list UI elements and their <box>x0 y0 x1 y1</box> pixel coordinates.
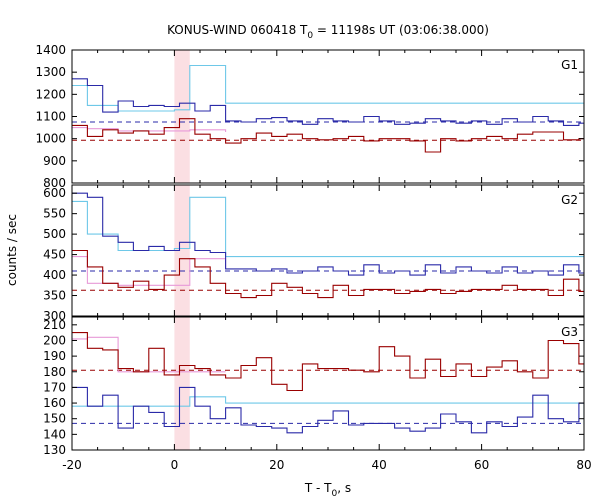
y-tick-label: 1300 <box>35 65 66 79</box>
y-tick-label: 180 <box>43 365 66 379</box>
x-axis-label: T - T0, s <box>304 481 351 499</box>
series-red-lightcurve <box>72 249 584 299</box>
y-tick-label: 300 <box>43 309 66 323</box>
series-red-lightcurve <box>72 332 584 392</box>
y-tick-label: 130 <box>43 443 66 457</box>
trigger-highlight-band <box>174 317 190 450</box>
y-tick-label: 1100 <box>35 110 66 124</box>
panel-g1: 800 900 1000 1100 1200 1300 1400 G1 <box>35 43 585 190</box>
y-tick-label: 140 <box>43 427 66 441</box>
y-tick-label: 400 <box>43 268 66 282</box>
panel-series <box>72 332 584 434</box>
y-tick-label: 350 <box>43 289 66 303</box>
series-pink-rebinned <box>72 256 227 286</box>
y-tick-label: 210 <box>43 318 66 332</box>
panel-g2: 300 350 400 450 500 550 600 G2 <box>43 184 585 323</box>
trigger-highlight-band <box>174 50 190 183</box>
x-tick-label: 20 <box>269 458 284 472</box>
plot-area: 80090010001100120013001400G1300350400450… <box>35 43 591 472</box>
x-tick-label: 60 <box>474 458 489 472</box>
y-tick-label: 170 <box>43 380 66 394</box>
y-tick-label: 190 <box>43 349 66 363</box>
y-tick-label: 200 <box>43 333 66 347</box>
panel-frame <box>71 316 585 451</box>
y-axis-label: counts / sec <box>5 214 19 286</box>
panel-frame <box>71 49 585 184</box>
x-tick-label: 80 <box>576 458 591 472</box>
y-tick-label: 600 <box>43 186 66 200</box>
x-tick-label: 40 <box>372 458 387 472</box>
panel-series <box>72 64 584 153</box>
trigger-highlight-band <box>174 185 190 316</box>
y-tick-label: 800 <box>43 176 66 190</box>
series-blue-lightcurve <box>72 78 584 126</box>
y-tick-label: 160 <box>43 396 66 410</box>
x-tick-label: -20 <box>62 458 82 472</box>
y-tick-label: 450 <box>43 248 66 262</box>
panel-label: G3 <box>561 325 578 339</box>
y-tick-label: 150 <box>43 412 66 426</box>
x-tick-label: 0 <box>171 458 179 472</box>
series-red-lightcurve <box>72 118 584 153</box>
panel-label: G1 <box>561 58 578 72</box>
panel-series <box>72 192 584 299</box>
series-cyan-rebinned <box>72 64 584 121</box>
chart-title: KONUS-WIND 060418 T0 = 11198s UT (03:06:… <box>167 23 489 41</box>
series-blue-lightcurve <box>72 386 584 434</box>
y-tick-label: 1000 <box>35 132 66 146</box>
y-tick-label: 500 <box>43 227 66 241</box>
y-tick-label: 1400 <box>35 43 66 57</box>
series-cyan-rebinned <box>72 196 584 273</box>
panel-label: G2 <box>561 193 578 207</box>
series-blue-lightcurve <box>72 192 584 276</box>
y-tick-label: 1200 <box>35 87 66 101</box>
y-tick-label: 550 <box>43 207 66 221</box>
y-tick-label: 900 <box>43 154 66 168</box>
